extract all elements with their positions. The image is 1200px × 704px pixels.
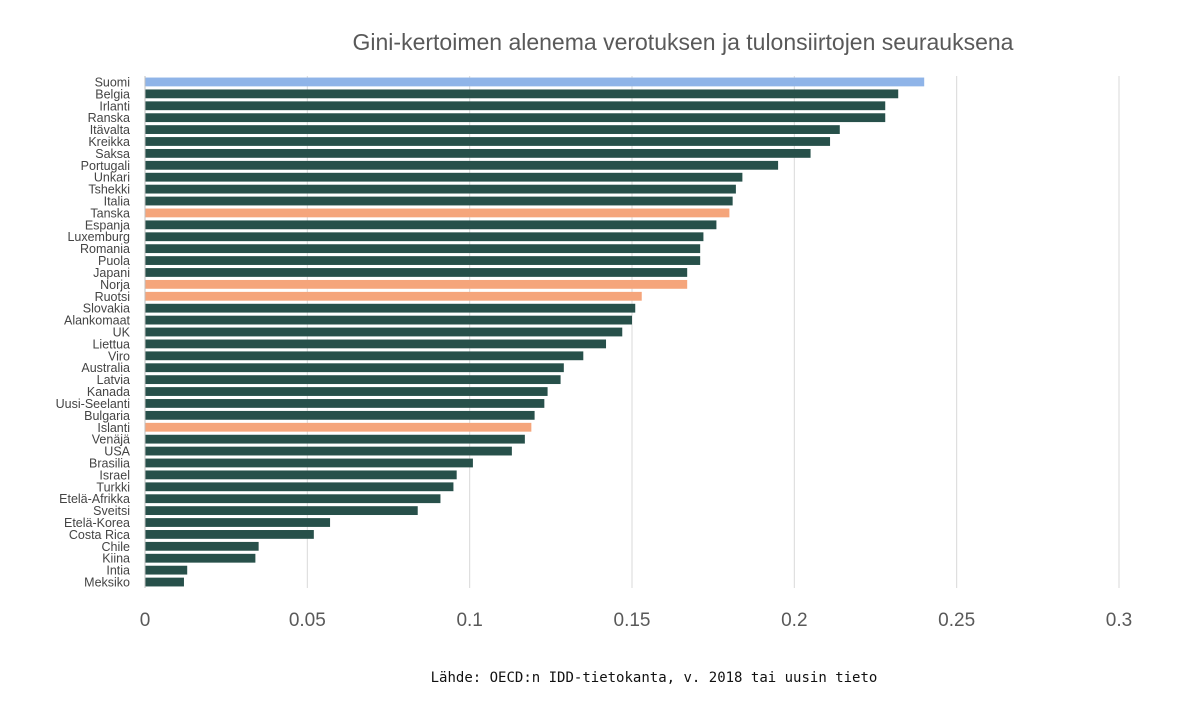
bar — [145, 434, 525, 444]
bar — [145, 125, 840, 134]
bar — [145, 482, 454, 492]
category-label: Turkki — [96, 480, 130, 494]
bar — [145, 399, 545, 408]
bar — [145, 256, 701, 265]
category-label: Etelä-Afrikka — [59, 492, 130, 506]
bar — [145, 541, 259, 551]
category-label: Espanja — [85, 218, 130, 232]
category-label: Norja — [100, 278, 130, 292]
category-label: UK — [113, 326, 131, 340]
category-label: Liettua — [92, 337, 130, 351]
category-label: Irlanti — [99, 99, 130, 113]
x-tick-label: 0.3 — [1106, 610, 1132, 631]
x-tick-label: 0.05 — [289, 610, 326, 631]
bar — [145, 494, 441, 504]
bar — [145, 446, 512, 456]
bar — [145, 410, 535, 420]
bar — [145, 303, 636, 313]
category-label: Tshekki — [88, 183, 130, 197]
category-label: Meksiko — [84, 576, 130, 590]
bar — [145, 387, 548, 396]
bar — [145, 506, 418, 516]
category-label: Islanti — [97, 421, 130, 435]
category-label: Luxemburg — [67, 230, 130, 244]
bar — [145, 148, 811, 158]
source-note: Lähde: OECD:n IDD-tietokanta, v. 2018 ta… — [431, 670, 878, 686]
category-label: Suomi — [95, 75, 130, 89]
category-label: Ruotsi — [95, 290, 130, 304]
bar — [145, 291, 642, 301]
bar — [145, 565, 188, 575]
bar — [145, 530, 314, 539]
category-label: Japani — [93, 266, 130, 280]
bar — [145, 351, 584, 361]
category-label: Belgia — [95, 87, 130, 101]
category-label: Puola — [98, 254, 130, 268]
bar — [145, 422, 532, 432]
bar — [145, 113, 886, 123]
category-label: Brasilia — [89, 456, 130, 470]
bar — [145, 458, 473, 468]
category-label: Kiina — [102, 552, 130, 566]
bar — [145, 327, 623, 337]
bar — [145, 279, 688, 289]
category-label: Uusi-Seelanti — [56, 397, 130, 411]
category-label: Israel — [99, 468, 130, 482]
bar — [145, 363, 564, 373]
x-tick-label: 0.1 — [456, 610, 482, 631]
bar — [145, 184, 736, 194]
bar — [145, 172, 743, 182]
category-label: Latvia — [97, 373, 130, 387]
bar — [145, 160, 779, 170]
category-label: Kanada — [87, 385, 130, 399]
category-label: Intia — [106, 564, 130, 578]
bar — [145, 77, 925, 87]
category-label: Costa Rica — [69, 528, 130, 542]
bar — [145, 244, 701, 254]
category-label: Tanska — [90, 206, 130, 220]
bar — [145, 137, 831, 146]
category-label: Bulgaria — [84, 409, 130, 423]
bar — [145, 232, 704, 242]
bar — [145, 268, 688, 277]
bar — [145, 315, 632, 325]
category-label: Romania — [80, 242, 130, 256]
bar — [145, 339, 607, 349]
bar — [145, 196, 733, 206]
category-label: USA — [104, 445, 130, 459]
bar — [145, 553, 256, 563]
x-tick-label: 0.25 — [938, 610, 975, 631]
bar — [145, 208, 730, 218]
category-label: Australia — [81, 361, 130, 375]
category-label: Sveitsi — [93, 504, 130, 518]
x-tick-label: 0.15 — [614, 610, 651, 631]
category-label: Ranska — [88, 111, 130, 125]
category-label: Itävalta — [90, 123, 130, 137]
category-label: Kreikka — [88, 135, 130, 149]
bar — [145, 89, 899, 99]
category-label: Viro — [108, 349, 130, 363]
bar — [145, 470, 457, 480]
bar — [145, 518, 331, 527]
category-label: Etelä-Korea — [64, 516, 130, 530]
category-label: Italia — [104, 195, 130, 209]
category-label: Venäjä — [92, 433, 130, 447]
x-tick-label: 0.2 — [781, 610, 807, 631]
category-label: Slovakia — [83, 302, 130, 316]
bars — [145, 77, 925, 587]
bar — [145, 375, 561, 385]
chart-title: Gini-kertoimen alenema verotuksen ja tul… — [353, 29, 1014, 55]
category-label: Alankomaat — [64, 314, 131, 328]
bar — [145, 220, 717, 230]
bar — [145, 101, 886, 111]
category-label: Chile — [102, 540, 131, 554]
x-tick-labels: 0 0.05 0.1 0.15 0.2 0.25 0.3 — [140, 610, 1133, 631]
category-labels: SuomiBelgiaIrlantiRanskaItävaltaKreikkaS… — [56, 75, 131, 589]
category-label: Portugali — [81, 159, 130, 173]
category-label: Saksa — [95, 147, 130, 161]
bar — [145, 577, 184, 587]
x-tick-label: 0 — [140, 610, 151, 631]
category-label: Unkari — [94, 171, 130, 185]
